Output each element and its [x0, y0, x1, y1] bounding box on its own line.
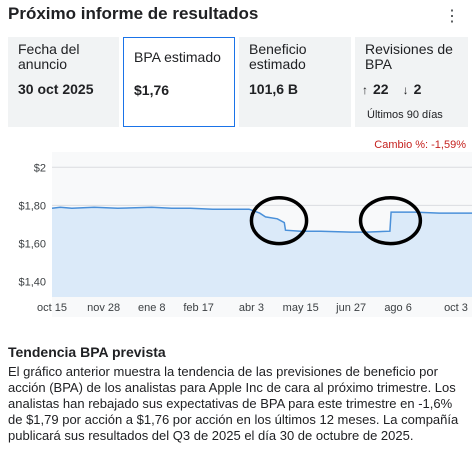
card-label: Fecha del anuncio: [18, 41, 80, 72]
section-title: Próximo informe de resultados: [8, 4, 259, 23]
y-tick-label: $1,40: [18, 277, 46, 289]
card-eps-estimate[interactable]: BPA estimado $1,76: [123, 37, 235, 127]
x-tick-label: ago 6: [384, 302, 412, 314]
change-value: -1,59%: [431, 139, 466, 151]
x-tick-label: nov 28: [87, 302, 120, 314]
hand-drawn-circle-annotation: [249, 196, 309, 246]
card-label: Revisiones de BPA: [365, 41, 453, 72]
chart-area-fill: [52, 207, 472, 297]
chart-series-line: [51, 206, 472, 233]
y-tick-label: $1,60: [18, 239, 46, 251]
card-revenue-estimate[interactable]: Beneficio estimado 101,6 B: [239, 37, 351, 127]
revisions-period: Últimos 90 días: [367, 109, 443, 121]
description-text: El gráfico anterior muestra la tendencia…: [8, 364, 459, 443]
x-tick-label: oct 15: [37, 302, 67, 314]
revisions-up-count: 22: [373, 81, 389, 97]
x-tick-label: oct 3: [444, 302, 468, 314]
card-label: Beneficio estimado: [249, 41, 307, 72]
card-value: $1,76: [134, 82, 170, 98]
x-tick-label: may 15: [283, 302, 319, 314]
eps-trend-chart[interactable]: $2 $1,80 $1,60 $1,40 oct 15 nov 28 ene 8 feb 1…: [0, 152, 472, 317]
revisions-counts: ↑ 22 ↓ 2: [362, 81, 421, 97]
x-tick-label: abr 3: [239, 302, 264, 314]
card-eps-revisions[interactable]: Revisiones de BPA ↑ 22 ↓ 2 Últimos 90 días: [355, 37, 468, 127]
change-percent: Cambio %: -1,59%: [374, 139, 466, 151]
x-tick-label: ene 8: [138, 302, 166, 314]
arrow-down-icon: ↓: [402, 83, 409, 97]
card-label: BPA estimado: [134, 49, 221, 65]
revisions-down-count: 2: [413, 81, 422, 97]
card-announcement-date[interactable]: Fecha del anuncio 30 oct 2025: [8, 37, 119, 127]
hand-drawn-circle-annotation: [358, 196, 423, 246]
x-tick-label: feb 17: [183, 302, 214, 314]
y-tick-label: $2: [34, 162, 46, 174]
y-tick-label: $1,80: [18, 200, 46, 212]
arrow-up-icon: ↑: [362, 83, 368, 97]
summary-cards: Fecha del anuncio 30 oct 2025 BPA estima…: [8, 37, 468, 127]
description-title: Tendencia BPA prevista: [8, 344, 166, 360]
x-tick-label: jun 27: [335, 302, 366, 314]
more-options-icon[interactable]: ⋮: [444, 8, 460, 25]
card-value: 30 oct 2025: [18, 81, 94, 97]
change-label: Cambio %:: [374, 139, 429, 151]
card-value: 101,6 B: [249, 81, 299, 97]
